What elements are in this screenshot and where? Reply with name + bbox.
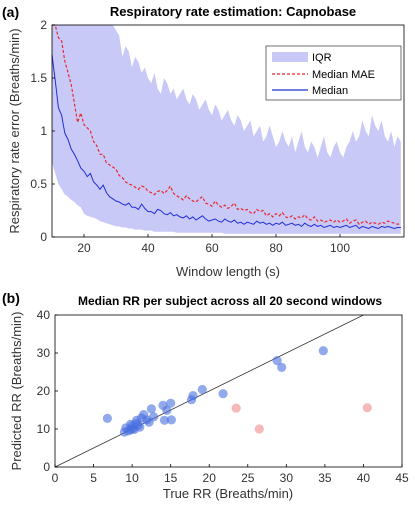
legend-label-median: Median (312, 85, 348, 97)
chart-a-x-label: Window length (s) (176, 264, 280, 279)
scatter-point (166, 398, 176, 408)
scatter-point (162, 405, 172, 415)
y-tick-label: 1.5 (30, 71, 47, 85)
chart-b-plot: 0 5 10 15 20 25 30 35 40 45 0 10 20 30 40 (37, 308, 409, 485)
identity-reference-line (54, 314, 364, 468)
y-tick-label: 0 (43, 460, 50, 474)
scatter-point (149, 412, 159, 422)
y-tick-label: 40 (37, 308, 51, 322)
chart-a-y-ticks: 0 0.5 1 1.5 2 (30, 18, 55, 244)
x-tick-label: 15 (164, 471, 178, 485)
scatter-point (231, 403, 241, 413)
chart-b-x-ticks: 0 5 10 15 20 25 30 35 40 45 (52, 464, 409, 485)
x-tick-label: 60 (205, 241, 219, 255)
y-tick-label: 0 (40, 230, 47, 244)
x-tick-label: 5 (90, 471, 97, 485)
scatter-point (102, 413, 112, 423)
scatter-point (254, 424, 264, 434)
scatter-point (197, 384, 207, 395)
chart-b-frame (54, 314, 403, 468)
x-tick-label: 45 (395, 471, 409, 485)
x-tick-label: 20 (77, 241, 91, 255)
y-tick-label: 30 (37, 346, 51, 360)
chart-a-plot: 20 40 60 80 100 0 0.5 1 1.5 2 (30, 18, 405, 255)
median-mae-line (52, 24, 401, 226)
chart-a-title: Respiratory rate estimation: Capnobase (110, 4, 356, 19)
x-tick-label: 25 (241, 471, 255, 485)
scatter-point (146, 404, 156, 414)
scatter-point (188, 391, 198, 401)
scatter-point (166, 415, 176, 425)
y-tick-label: 2 (40, 18, 47, 32)
x-tick-label: 40 (357, 471, 371, 485)
panel-label-a: (a) (2, 4, 19, 20)
median-line (51, 54, 401, 230)
chart-b-title: Median RR per subject across all 20 seco… (78, 294, 382, 308)
scatter-point (159, 415, 170, 425)
x-tick-label: 40 (141, 241, 155, 255)
scatter-point (318, 346, 328, 356)
series-lines-layer (51, 24, 401, 230)
chart-a-legend: IQR Median MAE Median (265, 45, 402, 101)
x-tick-label: 100 (330, 241, 350, 255)
legend-swatch-iqr (272, 52, 308, 62)
legend-label-median-mae: Median MAE (312, 69, 375, 81)
panel-label-b: (b) (2, 290, 20, 306)
scatter-point (362, 403, 372, 413)
legend-label-iqr: IQR (312, 52, 332, 64)
y-tick-label: 0.5 (30, 177, 47, 191)
x-tick-label: 10 (125, 471, 139, 485)
y-tick-label: 1 (40, 124, 47, 138)
scatter-point (272, 356, 282, 366)
chart-a-y-label: Respiratory rate error (Breaths/min) (7, 28, 22, 233)
iqr-band (52, 25, 401, 234)
chart-b-y-label: Predicted RR (Breaths/min) (9, 312, 24, 471)
scatter-points-layer (102, 346, 372, 437)
x-tick-label: 30 (280, 471, 294, 485)
scatter-point (218, 389, 228, 399)
x-tick-label: 20 (203, 471, 217, 485)
y-tick-label: 20 (37, 384, 51, 398)
scatter-point (135, 422, 145, 432)
chart-b-y-ticks: 0 10 20 30 40 (37, 308, 58, 474)
chart-a-x-ticks: 20 40 60 80 100 (77, 234, 350, 255)
x-tick-label: 0 (52, 471, 59, 485)
y-tick-label: 10 (37, 422, 51, 436)
x-tick-label: 35 (318, 471, 332, 485)
iqr-band-layer (52, 25, 401, 234)
chart-b-x-label: True RR (Breaths/min) (163, 486, 293, 501)
scatter-point (277, 362, 287, 372)
x-tick-label: 80 (269, 241, 283, 255)
